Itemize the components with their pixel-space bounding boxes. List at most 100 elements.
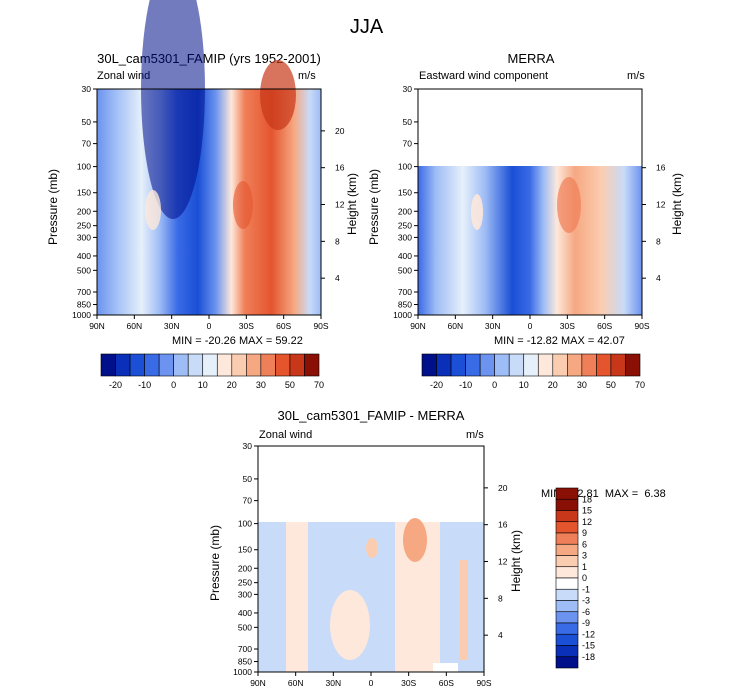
colorbar-box (555, 532, 579, 545)
colorbar-label: -6 (582, 607, 590, 617)
colorbar-box (304, 353, 320, 377)
colorbar-label: 1 (582, 562, 587, 572)
y-right-tick-label: 16 (656, 163, 666, 173)
y-tick-label: 70 (82, 139, 92, 149)
y-right-tick-label: 4 (498, 630, 503, 640)
x-tick-label: 90N (250, 678, 266, 688)
y-tick-label: 50 (403, 117, 413, 127)
x-tick-label: 90N (410, 321, 426, 331)
y-tick-label: 250 (398, 221, 412, 231)
colorbar-box (555, 577, 579, 590)
colorbar-box (555, 622, 579, 635)
x-tick-label: 90N (89, 321, 105, 331)
y-right-tick-label: 12 (498, 557, 508, 567)
y-tick-label: 100 (398, 162, 412, 172)
colorbar-label: -15 (582, 641, 595, 651)
colorbar-label: 9 (582, 528, 587, 538)
panel1-variable-label: Zonal wind (97, 70, 151, 82)
colorbar-box (555, 555, 579, 568)
y-tick-label: 50 (82, 117, 92, 127)
colorbar-box (555, 588, 579, 601)
y-tick-label: 300 (238, 589, 252, 599)
y-tick-label: 400 (77, 251, 91, 261)
colorbar-label: 6 (582, 539, 587, 549)
y-tick-label: 250 (238, 578, 252, 588)
y-right-tick-label: 4 (335, 273, 340, 283)
colorbar-box (555, 566, 579, 579)
y-tick-label: 250 (77, 221, 91, 231)
y-tick-label: 850 (398, 300, 412, 310)
y-tick-label: 50 (243, 474, 253, 484)
x-tick-label: 90S (476, 678, 491, 688)
colorbar-box (555, 521, 579, 534)
x-tick-label: 60N (448, 321, 464, 331)
colorbar-label: 15 (582, 506, 592, 516)
colorbar-label: 10 (519, 380, 529, 390)
y-tick-label: 700 (238, 644, 252, 654)
y-right-tick-label: 16 (335, 163, 345, 173)
y-tick-label: 300 (398, 232, 412, 242)
y-right-tick-label: 12 (335, 200, 345, 210)
x-tick-label: 30S (239, 321, 254, 331)
colorbar-label: 0 (492, 380, 497, 390)
panel2-stats: MIN = -12.82 MAX = 42.07 (494, 335, 625, 347)
colorbar-box (555, 498, 579, 511)
panel3-units-label: m/s (466, 429, 484, 441)
colorbar-label: 50 (285, 380, 295, 390)
colorbar-label: -18 (582, 652, 595, 662)
panel1-stats: MIN = -20.26 MAX = 59.22 (172, 335, 303, 347)
x-tick-label: 0 (207, 321, 212, 331)
colorbar-label: 0 (582, 573, 587, 583)
x-tick-label: 90S (634, 321, 649, 331)
colorbar-label: 20 (548, 380, 558, 390)
y-tick-label: 100 (238, 519, 252, 529)
colorbar-label: 50 (606, 380, 616, 390)
y-tick-label: 70 (403, 139, 413, 149)
y-tick-label: 500 (398, 265, 412, 275)
colorbar-label: -20 (109, 380, 122, 390)
y-tick-label: 30 (403, 84, 413, 94)
y-right-tick-label: 16 (498, 520, 508, 530)
y-tick-label: 100 (77, 162, 91, 172)
panel2-units-label: m/s (627, 70, 645, 82)
y-tick-label: 500 (238, 622, 252, 632)
y-tick-label: 30 (82, 84, 92, 94)
x-tick-label: 60N (127, 321, 143, 331)
x-tick-label: 60S (276, 321, 291, 331)
figure-title: JJA (349, 16, 384, 38)
y-tick-label: 70 (243, 496, 253, 506)
x-tick-label: 30N (326, 678, 342, 688)
colorbar-label: -9 (582, 618, 590, 628)
y-tick-label: 1000 (72, 310, 91, 320)
colorbar-label: -3 (582, 596, 590, 606)
colorbar-box (555, 600, 579, 613)
colorbar-label: 0 (171, 380, 176, 390)
x-tick-label: 30N (485, 321, 501, 331)
panel3-title: 30L_cam5301_FAMIP - MERRA (277, 408, 465, 423)
x-tick-label: 30S (560, 321, 575, 331)
colorbar-box (555, 645, 579, 658)
colorbar-label: 12 (582, 517, 592, 527)
colorbar-label: -20 (430, 380, 443, 390)
y-right-tick-label: 4 (656, 273, 661, 283)
y-right-tick-label: 8 (498, 593, 503, 603)
x-tick-label: 0 (369, 678, 374, 688)
colorbar-label: 70 (635, 380, 645, 390)
y-tick-label: 200 (238, 563, 252, 573)
y-tick-label: 150 (398, 188, 412, 198)
panel2-title: MERRA (507, 51, 555, 66)
colorbar-label: 10 (198, 380, 208, 390)
y-right-tick-label: 20 (335, 126, 345, 136)
y-tick-label: 500 (77, 265, 91, 275)
y-right-tick-label: 8 (335, 236, 340, 246)
colorbar-label: -1 (582, 584, 590, 594)
y-tick-label: 150 (238, 545, 252, 555)
colorbar-label: -12 (582, 629, 595, 639)
colorbar-box (555, 656, 579, 669)
colorbar-box (625, 353, 641, 377)
